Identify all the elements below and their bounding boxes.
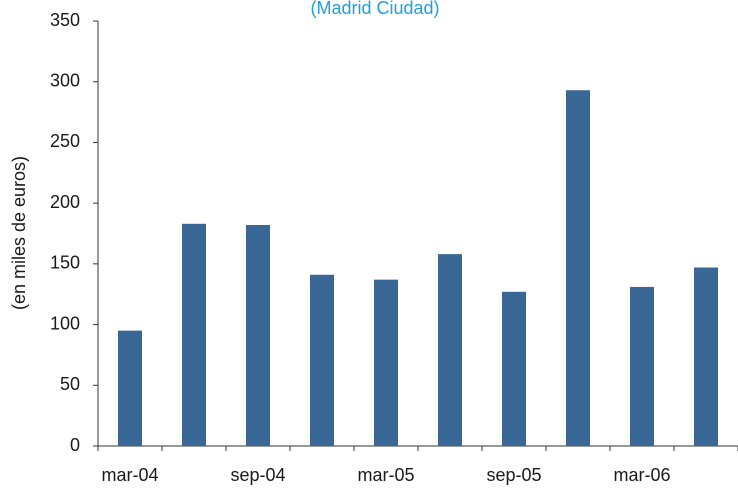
bar bbox=[438, 254, 462, 446]
y-tick-label: 350 bbox=[50, 10, 80, 30]
y-axis-label: (en miles de euros) bbox=[9, 156, 29, 310]
y-tick-label: 300 bbox=[50, 70, 80, 90]
bar bbox=[566, 90, 590, 446]
bar bbox=[694, 267, 718, 446]
y-tick-label: 150 bbox=[50, 253, 80, 273]
bar bbox=[630, 286, 654, 446]
bar bbox=[310, 274, 334, 446]
y-tick-label: 50 bbox=[60, 374, 80, 394]
x-tick-label: mar-05 bbox=[357, 465, 414, 485]
bar bbox=[118, 330, 142, 446]
x-tick-label: mar-04 bbox=[101, 465, 158, 485]
chart-subtitle: (Madrid Ciudad) bbox=[310, 0, 439, 18]
bar bbox=[502, 291, 526, 446]
bar bbox=[246, 225, 270, 446]
bar bbox=[374, 279, 398, 446]
y-tick-label: 200 bbox=[50, 192, 80, 212]
bar bbox=[182, 223, 206, 446]
y-tick-label: 250 bbox=[50, 131, 80, 151]
x-tick-label: sep-05 bbox=[486, 465, 541, 485]
x-tick-label: mar-06 bbox=[613, 465, 670, 485]
y-tick-label: 100 bbox=[50, 313, 80, 333]
x-tick-label: sep-04 bbox=[230, 465, 285, 485]
y-tick-label: 0 bbox=[70, 435, 80, 455]
